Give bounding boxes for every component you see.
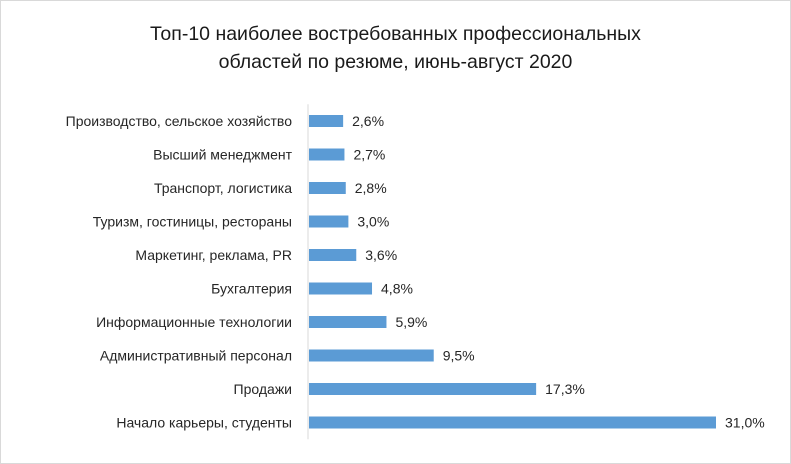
bar [309, 316, 387, 328]
data-label: 2,6% [352, 113, 384, 129]
bar [309, 416, 716, 429]
bar [309, 282, 373, 295]
bar [309, 215, 349, 228]
data-label: 31,0% [725, 415, 765, 431]
data-label: 4,8% [381, 281, 413, 297]
chart-title-line-2: областей по резюме, июнь-август 2020 [218, 51, 573, 73]
category-label: Высший менеджмент [153, 147, 292, 163]
category-label: Транспорт, логистика [154, 180, 292, 196]
bar [309, 148, 345, 161]
data-label: 17,3% [545, 381, 585, 397]
bar [309, 115, 344, 127]
plot-area: Производство, сельское хозяйство 2,6% Высш… [66, 104, 765, 440]
category-label: Бухгалтерия [211, 281, 292, 297]
chart-title: Топ-10 наиболее востребованных профессио… [0, 20, 791, 76]
data-label: 5,9% [395, 314, 427, 330]
bar [309, 249, 357, 261]
data-label: 2,8% [355, 180, 387, 196]
category-label: Информационные технологии [96, 314, 292, 330]
bar [309, 349, 434, 362]
chart-title-line-1: Топ-10 наиболее востребованных профессио… [150, 23, 641, 45]
data-label: 2,7% [353, 147, 385, 163]
data-label: 9,5% [443, 348, 475, 364]
category-label: Начало карьеры, студенты [116, 415, 292, 431]
category-label: Туризм, гостиницы, рестораны [93, 214, 292, 230]
bar [309, 182, 346, 194]
data-label: 3,0% [357, 214, 389, 230]
category-label: Продажи [234, 381, 292, 397]
category-label: Производство, сельское хозяйство [66, 113, 293, 129]
category-label: Административный персонал [100, 348, 292, 364]
category-label: Маркетинг, реклама, PR [135, 247, 292, 263]
data-label: 3,6% [365, 247, 397, 263]
bar [309, 383, 537, 395]
